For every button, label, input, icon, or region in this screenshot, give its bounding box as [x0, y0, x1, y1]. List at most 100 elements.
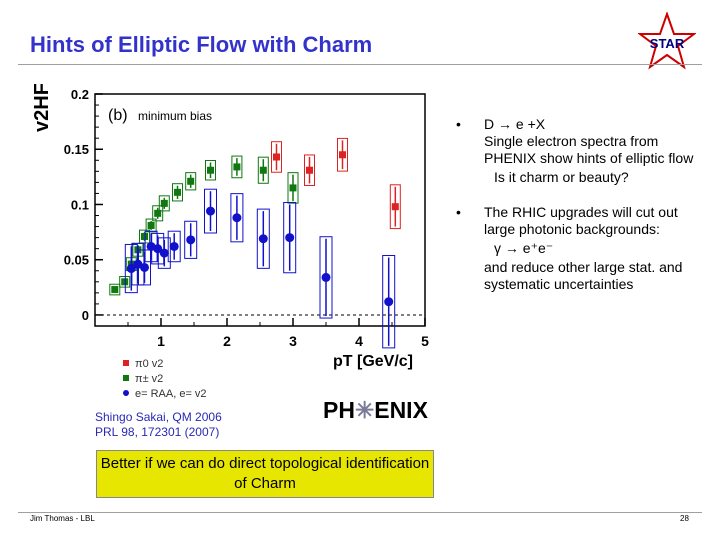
data-point	[126, 264, 136, 274]
data-point	[186, 235, 196, 245]
y-tick-label: 0.2	[71, 87, 89, 102]
bullet1-line1: D → e +X	[484, 116, 546, 132]
bullet-dot: •	[456, 116, 461, 132]
bullet-dot: •	[456, 204, 461, 220]
syst-box	[185, 172, 197, 191]
syst-box	[167, 230, 181, 263]
bullet1-line3: Is it charm or beauty?	[494, 169, 629, 185]
star-shape	[638, 12, 696, 70]
syst-box	[172, 183, 183, 202]
data-point	[141, 233, 148, 241]
title-rule	[18, 64, 702, 65]
bullet-list: • D → e +X Single electron spectra from …	[450, 116, 712, 293]
y-tick-label: 0.05	[64, 253, 89, 268]
data-point	[339, 151, 346, 159]
syst-box	[158, 195, 170, 212]
syst-box	[319, 236, 333, 319]
data-point	[384, 297, 394, 307]
bullet1-line2: Single electron spectra from PHENIX show…	[484, 133, 694, 166]
data-point	[232, 213, 242, 223]
v2-chart: 0 0.05 0.1 0.15 0.2 1 2 3 4 5 v2HF pT [GeV/c] (b) min…	[31, 84, 429, 400]
credit-line-1: Shingo Sakai, QM 2006	[95, 410, 222, 424]
data-point	[321, 272, 331, 282]
bullet2-line2: γ → e⁺e⁻	[494, 240, 554, 256]
data-point	[187, 177, 195, 185]
data-point	[140, 262, 149, 272]
data-point	[289, 184, 297, 192]
star-logo: STAR	[638, 12, 696, 70]
syst-box	[109, 283, 121, 296]
data-point	[111, 286, 119, 294]
y-axis-label: v2HF	[31, 84, 53, 132]
syst-box	[184, 220, 198, 259]
legend-marker	[123, 375, 129, 381]
x-tick-label: 1	[157, 333, 165, 349]
page-number: 28	[680, 514, 689, 523]
data-point	[147, 221, 155, 229]
data-point	[206, 206, 215, 216]
x-tick-label: 2	[223, 333, 231, 349]
data-point	[273, 153, 280, 161]
data-point	[153, 244, 163, 254]
credit-line-2: PRL 98, 172301 (2007)	[95, 425, 220, 439]
syst-box	[337, 137, 348, 172]
x-tick-label: 3	[289, 333, 297, 349]
footer-author: Jim Thomas - LBL	[30, 514, 95, 523]
bullet-item-upgrades: • The RHIC upgrades will cut out large p…	[450, 204, 712, 293]
x-tick-label: 5	[421, 333, 429, 349]
plot-frame	[94, 93, 426, 327]
panel-note: minimum bias	[138, 109, 212, 123]
data-point	[154, 209, 162, 217]
slide-title: Hints of Elliptic Flow with Charm	[30, 32, 373, 57]
syst-box	[256, 208, 270, 269]
credit-block: Shingo Sakai, QM 2006 PRL 98, 172301 (20…	[95, 410, 222, 440]
data-point	[169, 241, 179, 251]
data-point	[306, 166, 313, 174]
syst-box	[304, 154, 315, 186]
phenix-logo: PH✳ENIX	[323, 397, 428, 424]
footer-rule	[18, 512, 702, 513]
data-point	[174, 188, 181, 196]
syst-box	[119, 275, 131, 288]
bullet2-line1: The RHIC upgrades will cut out large pho…	[484, 204, 678, 237]
legend-marker	[123, 360, 129, 366]
data-point	[159, 248, 169, 258]
syst-box	[230, 193, 244, 243]
data-point	[258, 234, 268, 244]
syst-box	[283, 201, 297, 274]
syst-box	[157, 237, 171, 269]
syst-box	[152, 205, 164, 222]
panel-label: (b)	[108, 107, 128, 124]
phenix-right: ENIX	[374, 397, 428, 423]
phenix-left: PH	[323, 397, 355, 423]
syst-box	[287, 172, 299, 204]
data-point	[259, 166, 267, 174]
bullet2-line3: and reduce other large stat. and systema…	[484, 259, 683, 292]
y-tick-label: 0.15	[64, 142, 89, 157]
x-axis-label: pT [GeV/c]	[333, 353, 413, 370]
syst-box	[257, 156, 269, 184]
logo-text: STAR	[650, 36, 685, 51]
syst-box	[231, 155, 243, 179]
bullet-item-charm: • D → e +X Single electron spectra from …	[450, 116, 712, 186]
data-point	[160, 199, 168, 207]
syst-box	[382, 255, 396, 349]
x-tick-label: 4	[355, 333, 363, 349]
legend-label: e= RAA, e= v2	[135, 388, 207, 400]
y-tick-label: 0	[82, 308, 89, 323]
data-point	[391, 203, 399, 211]
syst-box	[205, 159, 216, 181]
syst-box	[204, 188, 217, 234]
data-point	[121, 278, 129, 286]
data-point	[233, 163, 241, 171]
y-tick-label: 0.1	[71, 197, 89, 212]
callout-box: Better if we can do direct topological i…	[96, 450, 434, 498]
syst-box	[139, 229, 150, 244]
syst-box	[145, 218, 157, 233]
legend-label: π± v2	[135, 373, 163, 385]
legend-marker	[123, 390, 129, 396]
legend-label: π0 v2	[135, 358, 163, 370]
phenix-burst-icon: ✳	[354, 397, 375, 423]
data-point	[285, 233, 295, 243]
syst-box	[271, 141, 282, 173]
